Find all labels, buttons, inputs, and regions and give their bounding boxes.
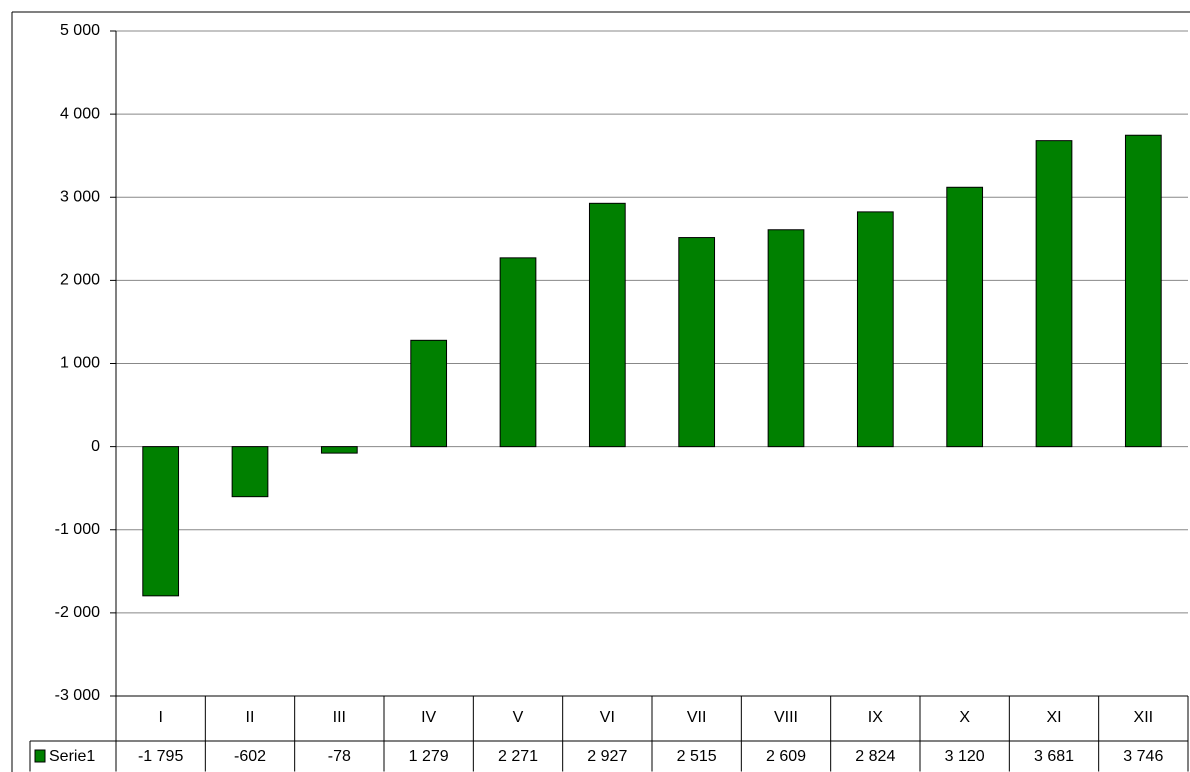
table-value: 3 746	[1123, 748, 1163, 765]
x-tick-label: VI	[600, 709, 615, 726]
table-value: 3 120	[945, 748, 985, 765]
y-tick-label: 0	[91, 438, 100, 455]
bar	[142, 446, 180, 597]
legend-label: Serie1	[49, 748, 95, 765]
y-tick-label: -2 000	[55, 604, 100, 621]
x-tick-label: XII	[1134, 709, 1154, 726]
x-tick-label: VII	[687, 709, 707, 726]
y-tick-label: 3 000	[60, 188, 100, 205]
x-tick-label: IV	[421, 709, 436, 726]
bar	[410, 339, 448, 448]
bar	[946, 186, 984, 448]
legend-key	[34, 749, 46, 763]
x-tick-label: XI	[1046, 709, 1061, 726]
x-tick-label: II	[246, 709, 255, 726]
table-value: 3 681	[1034, 748, 1074, 765]
table-value: -78	[328, 748, 351, 765]
table-value: 2 824	[855, 748, 895, 765]
table-value: 2 515	[677, 748, 717, 765]
table-value: -1 795	[138, 748, 183, 765]
y-tick-label: -1 000	[55, 521, 100, 538]
bar	[320, 446, 358, 454]
table-value: 2 609	[766, 748, 806, 765]
table-value: 2 271	[498, 748, 538, 765]
y-tick-label: 1 000	[60, 355, 100, 372]
table-value: 2 927	[587, 748, 627, 765]
x-tick-label: V	[513, 709, 524, 726]
x-tick-label: I	[158, 709, 162, 726]
bar	[856, 211, 894, 448]
y-tick-label: -3 000	[55, 687, 100, 704]
bar	[767, 229, 805, 448]
y-tick-label: 2 000	[60, 272, 100, 289]
table-value: -602	[234, 748, 266, 765]
y-tick-label: 4 000	[60, 105, 100, 122]
bar	[678, 237, 716, 448]
x-tick-label: X	[959, 709, 970, 726]
x-tick-label: III	[333, 709, 346, 726]
bar	[231, 446, 269, 498]
table-value: 1 279	[409, 748, 449, 765]
y-tick-label: 5 000	[60, 22, 100, 39]
x-tick-label: VIII	[774, 709, 798, 726]
bar	[588, 202, 626, 448]
bar	[499, 257, 537, 448]
x-tick-label: IX	[868, 709, 883, 726]
bar	[1124, 134, 1162, 448]
bar	[1035, 140, 1073, 448]
